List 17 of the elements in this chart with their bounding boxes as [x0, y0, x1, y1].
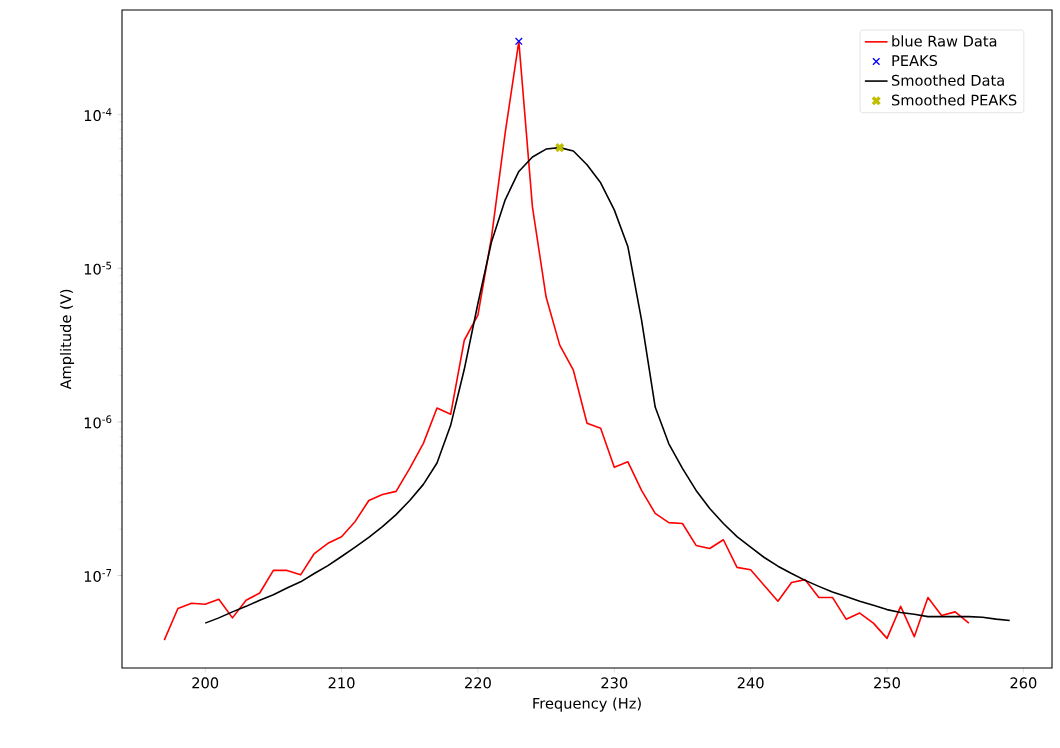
x-tick-label: 220: [465, 677, 491, 689]
y-tick-label: 10$^{-5}$: [84, 261, 112, 275]
x-tick-label: 250: [874, 677, 900, 689]
y-axis-title: Amplitude (V): [59, 289, 75, 390]
x-tick-label: 260: [1010, 677, 1037, 689]
x-tick-label: 210: [328, 677, 355, 689]
y-tick-label: 10$^{-7}$: [84, 569, 112, 582]
x-tick-label: 200: [192, 677, 219, 689]
x-axis-title: Frequency (Hz): [533, 697, 641, 712]
x-tick-label: 230: [601, 677, 628, 689]
y-tick-label: 10$^{-6}$: [84, 415, 112, 429]
legend-label: PEAKS: [892, 55, 938, 67]
legend-label: Smoothed Data: [891, 74, 1004, 86]
y-tick-label: 10$^{-4}$: [84, 108, 112, 122]
legend-label: Smoothed PEAKS: [891, 94, 1017, 106]
x-tick-label: 240: [737, 677, 764, 689]
legend-label: blue Raw Data: [892, 35, 997, 47]
